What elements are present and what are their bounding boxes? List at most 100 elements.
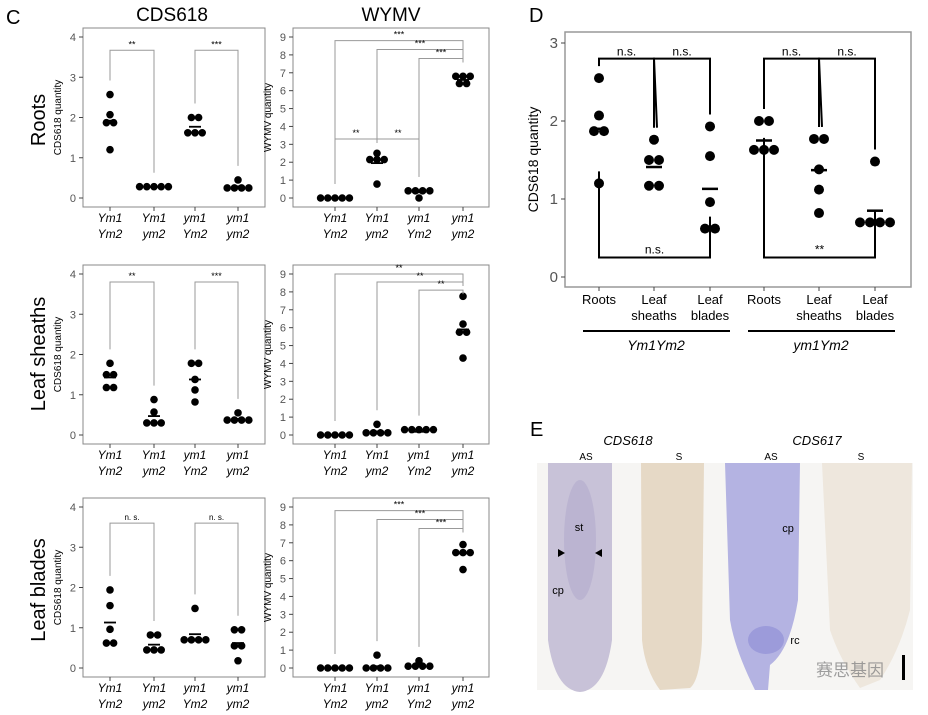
stele-stain: [564, 480, 596, 600]
data-point: [373, 651, 381, 659]
plot-frame: [292, 497, 490, 678]
y-tick-label: 1: [280, 175, 286, 187]
significance-label: n.s.: [617, 45, 636, 59]
row-label-leaf-blades: Leaf blades: [28, 538, 50, 641]
data-point: [749, 144, 759, 155]
arrowhead-right-icon: [558, 549, 565, 557]
x-tick-label-line: ym2: [142, 227, 166, 241]
y-tick-label: 1: [70, 153, 76, 165]
significance-label: **: [128, 39, 136, 49]
data-point: [187, 636, 196, 644]
data-point: [384, 664, 392, 672]
x-tick-label-line: ym1: [226, 448, 250, 462]
group-label-ym1ym2-mutant: ym1Ym2: [792, 337, 848, 353]
data-point: [237, 416, 246, 424]
significance-label: **: [416, 271, 424, 281]
y-tick-label: 0: [550, 269, 558, 286]
x-tick-label-line: ym2: [365, 464, 389, 478]
x-tick-label-line: Leaf: [806, 292, 832, 307]
data-point: [324, 431, 332, 439]
data-point: [198, 128, 206, 137]
data-point: [644, 180, 654, 191]
x-tick-label: Leaf sheaths: [631, 292, 677, 323]
x-tick-label: ym1 Ym2: [407, 681, 432, 711]
data-point: [459, 320, 467, 328]
y-tick-label: 5: [280, 104, 286, 116]
x-tick-label: Ym1 Ym2: [98, 211, 123, 241]
x-tick-label-line: Ym2: [323, 227, 348, 241]
data-point: [234, 656, 242, 665]
y-tick-label: 6: [280, 86, 286, 98]
data-point: [644, 155, 654, 165]
y-tick-label: 4: [280, 358, 286, 370]
y-tick-label: 0: [70, 193, 76, 205]
significance-label: ***: [415, 509, 426, 519]
data-point: [459, 72, 467, 81]
data-point: [455, 79, 464, 88]
data-point: [345, 194, 354, 202]
probe-label: AS: [579, 452, 593, 463]
plot-frame: [292, 27, 490, 208]
x-tick-label-line: ym1: [183, 448, 207, 462]
data-point: [316, 194, 325, 202]
significance-bracket: [334, 273, 464, 421]
significance-label: **: [395, 263, 403, 273]
x-tick-label-line: ym2: [226, 697, 250, 711]
x-tick-label-line: ym1: [451, 211, 475, 225]
y-tick-label: 1: [550, 191, 558, 208]
x-tick-label-line: ym1: [407, 681, 431, 695]
x-tick-label-line: ym2: [226, 464, 250, 478]
data-point: [345, 664, 354, 672]
data-point: [106, 110, 114, 119]
y-tick-label: 1: [70, 623, 76, 635]
column-title-wymv: WYMV: [361, 5, 420, 26]
data-point: [452, 548, 460, 557]
significance-label: **: [352, 128, 360, 138]
data-point: [143, 646, 151, 654]
data-point: [366, 155, 374, 164]
y-tick-label: 5: [280, 341, 286, 353]
data-point: [415, 194, 423, 202]
y-axis-label: CDS618 quantity: [53, 80, 64, 156]
x-tick-label-line: Ym2: [183, 697, 208, 711]
significance-label: ***: [415, 39, 426, 49]
significance-label: n. s.: [124, 513, 139, 522]
plot-frame: [564, 31, 912, 288]
x-tick-label-line: ym1: [451, 448, 475, 462]
data-point: [230, 642, 239, 650]
data-point: [466, 548, 475, 557]
data-point: [191, 604, 199, 613]
x-tick-label-line: ym1: [226, 681, 250, 695]
x-tick-label-line: Ym2: [98, 697, 123, 711]
group-label-ym1ym2: Ym1Ym2: [627, 337, 685, 353]
y-tick-label: 0: [280, 663, 286, 675]
data-point: [411, 187, 420, 195]
y-tick-label: 2: [550, 113, 558, 130]
x-tick-label-line: Ym1: [142, 448, 167, 462]
y-tick-label: 9: [280, 269, 286, 281]
root-cap-stain: [748, 626, 784, 654]
data-point: [184, 128, 192, 137]
x-tick-label-line: Ym2: [407, 227, 432, 241]
data-point: [705, 151, 715, 162]
y-tick-label: 1: [280, 412, 286, 424]
y-axis-label: CDS618 quantity: [525, 107, 541, 213]
significance-label: **: [815, 243, 825, 257]
x-tick-label-line: Leaf: [641, 292, 667, 307]
y-tick-label: 4: [70, 269, 76, 281]
plot-frame: [82, 27, 266, 208]
data-point: [654, 155, 664, 165]
x-tick-label-line: blades: [856, 308, 895, 323]
x-tick-label-line: Ym1: [98, 681, 123, 695]
significance-bracket: [763, 57, 820, 127]
y-tick-label: 1: [280, 645, 286, 657]
y-tick-label: 2: [70, 583, 76, 595]
significance-bracket: [376, 519, 464, 642]
data-point: [316, 664, 325, 672]
y-tick-label: 7: [280, 305, 286, 317]
x-tick-label: Ym1 ym2: [142, 211, 167, 241]
significance-label: **: [128, 271, 136, 281]
data-point: [157, 419, 165, 427]
data-point: [466, 72, 475, 81]
